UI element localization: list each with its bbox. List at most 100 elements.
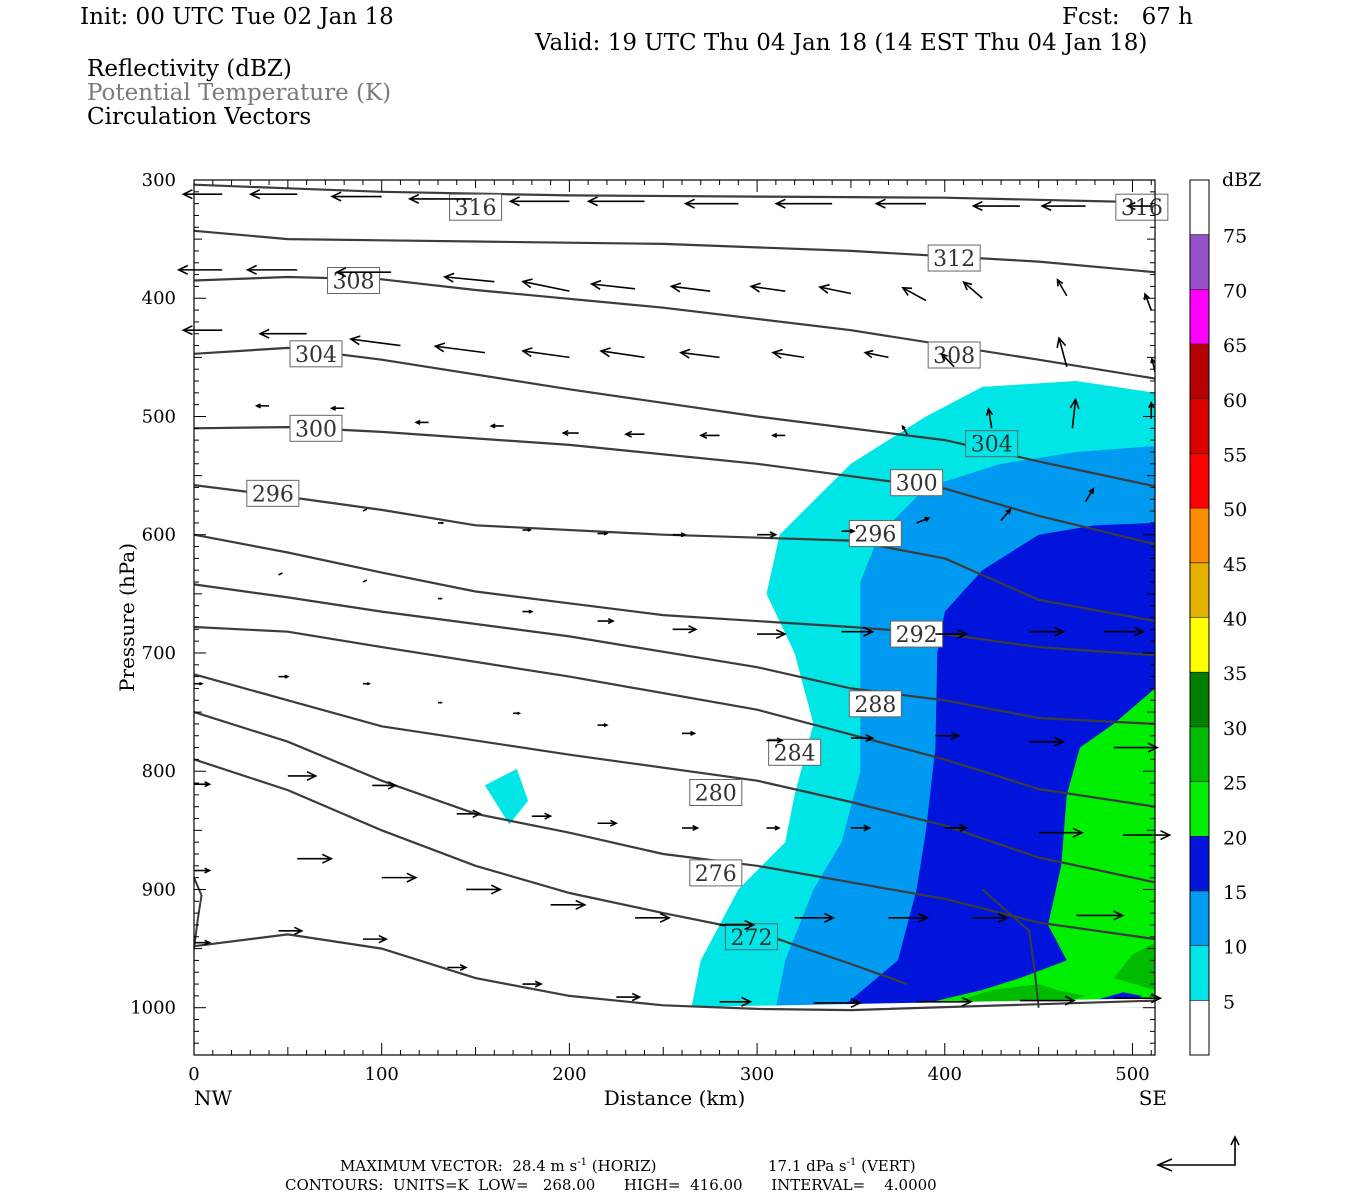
vector-head	[561, 429, 569, 437]
vector-60	[362, 579, 368, 583]
theta-contour-2	[193, 275, 1156, 380]
vector-head	[1150, 993, 1163, 1004]
vector-head	[575, 899, 587, 910]
vector-head	[771, 348, 783, 359]
vector-head	[1160, 829, 1172, 841]
vector-head	[669, 282, 682, 293]
y-tick-label: 800	[142, 761, 176, 782]
theta-contour-10	[193, 711, 1156, 941]
vector-head	[306, 770, 318, 781]
theta-label-292: 292	[896, 623, 938, 648]
reflectivity-shading	[484, 381, 1155, 1013]
vector-head	[489, 423, 496, 429]
vector-112	[813, 997, 862, 1009]
vector-head	[690, 730, 697, 736]
vector-head	[901, 424, 906, 430]
vector-head	[776, 737, 784, 744]
vector-33	[863, 349, 889, 359]
theta-label-296a: 296	[252, 482, 294, 507]
vector-70	[278, 674, 290, 679]
theta-label-box-280	[689, 779, 743, 806]
vector-102	[888, 912, 930, 923]
vector-17	[589, 279, 636, 290]
theta-label-308b: 308	[933, 344, 975, 369]
vector-43	[699, 431, 720, 439]
vector-head	[959, 823, 969, 832]
vector-head	[366, 682, 371, 686]
vector-head	[997, 912, 1009, 923]
colorbar-label-45: 45	[1223, 554, 1247, 576]
vector-head	[1056, 278, 1064, 287]
vector-shaft	[1084, 488, 1094, 503]
theta-label-280: 280	[695, 782, 737, 807]
vector-head	[957, 628, 969, 640]
vector-head	[334, 267, 347, 278]
theta-label-304b: 304	[971, 433, 1013, 458]
vector-head	[245, 264, 257, 275]
vector-shaft	[865, 351, 889, 359]
theta-label-304a: 304	[295, 343, 337, 368]
theta-contour-0	[193, 183, 1156, 204]
refl-20-region	[907, 688, 1155, 1008]
vector-100	[719, 919, 756, 931]
vector-53	[672, 532, 687, 538]
vector-12	[176, 264, 223, 275]
vector-114	[1019, 995, 1076, 1006]
vector-head	[824, 912, 836, 923]
vector-head	[609, 819, 618, 827]
vector-97	[466, 884, 503, 895]
colorbar-label-30: 30	[1223, 718, 1247, 740]
vector-66	[841, 626, 875, 637]
colorbar-label-20: 20	[1223, 827, 1247, 849]
colorbar-label-15: 15	[1223, 882, 1247, 904]
vector-79	[1029, 736, 1066, 747]
field-vectors: Circulation Vectors	[87, 104, 312, 130]
theta-contour-12	[193, 933, 1156, 1012]
vector-104	[1076, 910, 1125, 921]
theta-contour-7	[193, 583, 1156, 725]
vector-shaft	[591, 283, 636, 290]
theta-label-300b: 300	[896, 472, 938, 497]
vector-shaft	[987, 408, 993, 429]
vector-head	[1053, 736, 1066, 747]
colorbar-swatch-10	[1190, 453, 1209, 509]
vector-head	[439, 597, 443, 600]
colorbar-label-40: 40	[1223, 609, 1247, 631]
valid-time: Valid: 19 UTC Thu 04 Jan 18 (14 EST Thu …	[535, 30, 1148, 56]
field-reflectivity: Reflectivity (dBZ)	[87, 56, 292, 82]
vector-78	[935, 731, 961, 741]
theta-label-box-308b	[927, 341, 981, 369]
vector-head	[940, 352, 948, 361]
vector-6	[683, 198, 739, 209]
vector-head	[204, 867, 212, 874]
theta-label-box-296a	[246, 479, 300, 507]
vector-74	[597, 722, 609, 728]
vector-64	[672, 625, 698, 634]
x-end-label-se: SE	[1139, 1086, 1167, 1110]
colorbar: 5 10 15 20 25 30 35 40 45 50 55 60 65 70 75 dBZ	[1189, 169, 1261, 1056]
vector-head	[962, 281, 973, 291]
vector-14	[334, 267, 392, 278]
vector-head	[1150, 356, 1156, 364]
vector-62	[522, 609, 534, 614]
vector-73	[513, 711, 522, 715]
colorbar-swatch-2	[1190, 890, 1209, 946]
vector-head	[741, 996, 753, 1007]
vector-88	[682, 824, 700, 832]
vector-41	[561, 429, 579, 437]
x-tick-label: 200	[552, 1064, 586, 1085]
vector-head	[863, 349, 874, 359]
vector-11	[1126, 201, 1152, 211]
vector-shaft	[1071, 399, 1077, 429]
vector-35	[1056, 336, 1068, 368]
theta-label-316b: 316	[1121, 196, 1163, 221]
vector-head	[624, 430, 633, 438]
vector-44	[771, 432, 786, 439]
x-tick-label: 500	[1115, 1064, 1149, 1085]
vector-86	[531, 812, 553, 820]
vector-head	[692, 824, 700, 832]
vector-head	[863, 626, 875, 637]
vector-55	[841, 528, 856, 534]
vector-24	[1143, 292, 1152, 311]
